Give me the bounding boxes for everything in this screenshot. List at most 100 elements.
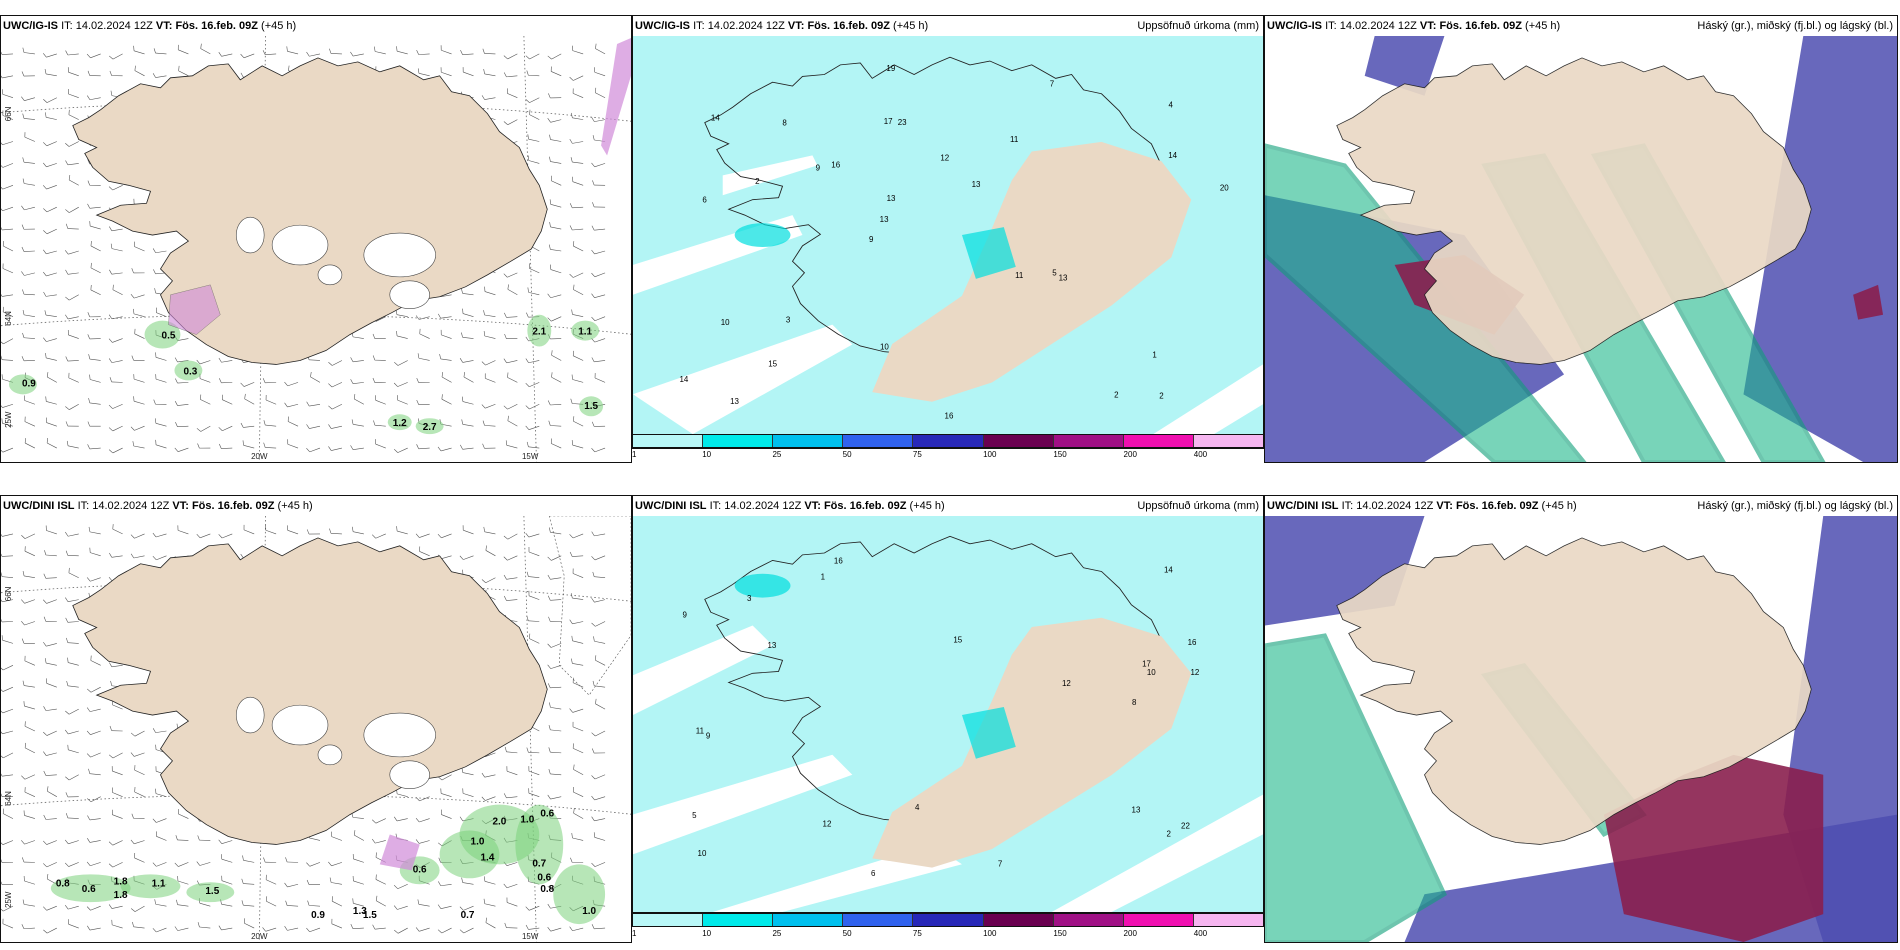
wind-barb-feather bbox=[307, 900, 310, 906]
legend-swatch bbox=[983, 435, 1054, 447]
wind-barb bbox=[2, 686, 14, 692]
wind-barb-feather bbox=[415, 927, 420, 932]
wind-barb bbox=[200, 48, 211, 55]
wind-barb bbox=[89, 97, 101, 101]
wind-barb bbox=[2, 423, 14, 427]
wind-barb bbox=[332, 360, 343, 366]
glacier bbox=[363, 712, 436, 758]
wind-barb bbox=[46, 862, 57, 868]
wind-barb bbox=[133, 926, 145, 929]
wind-barb bbox=[67, 445, 79, 449]
wind-barb-feather bbox=[306, 927, 310, 932]
wind-barb-feather bbox=[481, 404, 486, 409]
wind-barb bbox=[47, 376, 57, 383]
wind-barb-feather bbox=[592, 571, 595, 577]
wind-barb-feather bbox=[108, 863, 113, 868]
wind-barb-feather bbox=[1, 881, 3, 885]
wind-barb bbox=[506, 902, 518, 907]
wind-barb-feather bbox=[569, 708, 573, 713]
wind-barb-feather bbox=[284, 926, 288, 931]
wind-value-label: 0.9 bbox=[311, 910, 325, 921]
wind-barb bbox=[67, 228, 79, 230]
wind-barb bbox=[440, 555, 452, 560]
wind-barb-feather bbox=[591, 924, 595, 929]
wind-barb-feather bbox=[174, 862, 179, 867]
wind-barb bbox=[199, 926, 211, 929]
wind-barb bbox=[89, 927, 101, 931]
wind-barb bbox=[572, 837, 584, 841]
wind-barb bbox=[594, 685, 606, 688]
wind-barb bbox=[89, 358, 101, 361]
precip-value-label: 6 bbox=[702, 196, 707, 205]
wind-barb bbox=[594, 316, 606, 322]
wind-barb bbox=[528, 292, 540, 296]
precip-value-label: 15 bbox=[953, 635, 962, 644]
wind-barb-feather bbox=[415, 839, 420, 844]
wind-barb bbox=[595, 703, 606, 710]
wind-barb bbox=[507, 377, 518, 383]
legend-tick-label: 25 bbox=[772, 450, 782, 459]
wind-barb bbox=[506, 599, 518, 601]
wind-barb-feather bbox=[64, 862, 69, 867]
wind-barb-feather bbox=[196, 428, 201, 432]
wind-barb bbox=[528, 551, 540, 557]
wind-barb-feather bbox=[174, 357, 178, 363]
wind-value-label: 1.5 bbox=[205, 886, 219, 897]
wind-barb-feather bbox=[155, 418, 157, 424]
wind-barb-feather bbox=[352, 898, 354, 904]
wind-barb bbox=[529, 268, 540, 274]
wind-barb bbox=[441, 814, 452, 819]
wind-barb bbox=[134, 533, 145, 539]
lon-line-20 bbox=[258, 36, 266, 462]
wind-barb-feather bbox=[1, 710, 3, 714]
wind-barb-feather bbox=[548, 420, 551, 426]
wind-barb bbox=[550, 707, 562, 710]
wind-barb-feather bbox=[218, 534, 223, 539]
wind-barb bbox=[221, 447, 233, 449]
wind-barb bbox=[441, 71, 452, 77]
wind-barb-feather bbox=[353, 830, 356, 836]
wind-barb bbox=[156, 862, 167, 867]
wind-barb-feather bbox=[526, 747, 529, 753]
precip-value-label: 13 bbox=[972, 180, 981, 189]
wind-barb bbox=[112, 425, 123, 432]
wind-barb bbox=[375, 840, 386, 844]
wind-barb bbox=[529, 114, 540, 120]
wind-barb bbox=[352, 927, 364, 929]
wind-barb bbox=[112, 792, 123, 797]
wind-barb-feather bbox=[176, 723, 179, 729]
wind-barb bbox=[67, 53, 79, 56]
wind-barb-feather bbox=[525, 405, 530, 410]
wind-barb-feather bbox=[153, 48, 156, 54]
wind-barb bbox=[2, 403, 14, 408]
wind-barb-feather bbox=[505, 440, 508, 446]
wind-map-svg: 0.80.61.8 1.11.52.0 1.00.61.01.40.60.70.60… bbox=[1, 516, 631, 942]
wind-barb-feather bbox=[549, 134, 551, 140]
wind-gust-patch bbox=[144, 320, 181, 349]
wind-barb bbox=[24, 442, 36, 449]
wind-barb-feather bbox=[65, 406, 70, 410]
precip-value-label: 15 bbox=[768, 359, 777, 368]
wind-barb-feather bbox=[152, 728, 156, 733]
precip-value-label: 9 bbox=[706, 731, 711, 740]
wind-barb bbox=[68, 572, 79, 578]
wind-barb bbox=[265, 53, 277, 56]
precip-value-label: 17 bbox=[884, 117, 893, 126]
wind-barb-feather bbox=[130, 732, 136, 737]
wind-barb bbox=[528, 927, 540, 930]
wind-barb-feather bbox=[372, 838, 376, 844]
wind-barb bbox=[2, 447, 14, 453]
hatched-area bbox=[379, 834, 420, 871]
wind-value-label: 0.3 bbox=[183, 366, 197, 377]
wind-barb bbox=[376, 900, 386, 907]
wind-barb-feather bbox=[437, 776, 443, 781]
wind-barb bbox=[221, 840, 233, 844]
wind-barb-feather bbox=[65, 813, 69, 819]
wind-barb-feather bbox=[1, 859, 3, 863]
wind-barb bbox=[68, 71, 79, 77]
wind-barb bbox=[550, 532, 562, 535]
wind-barb bbox=[155, 52, 167, 55]
wind-barb-feather bbox=[461, 419, 463, 425]
wind-barb-feather bbox=[437, 842, 443, 847]
wind-barb-feather bbox=[591, 732, 596, 737]
